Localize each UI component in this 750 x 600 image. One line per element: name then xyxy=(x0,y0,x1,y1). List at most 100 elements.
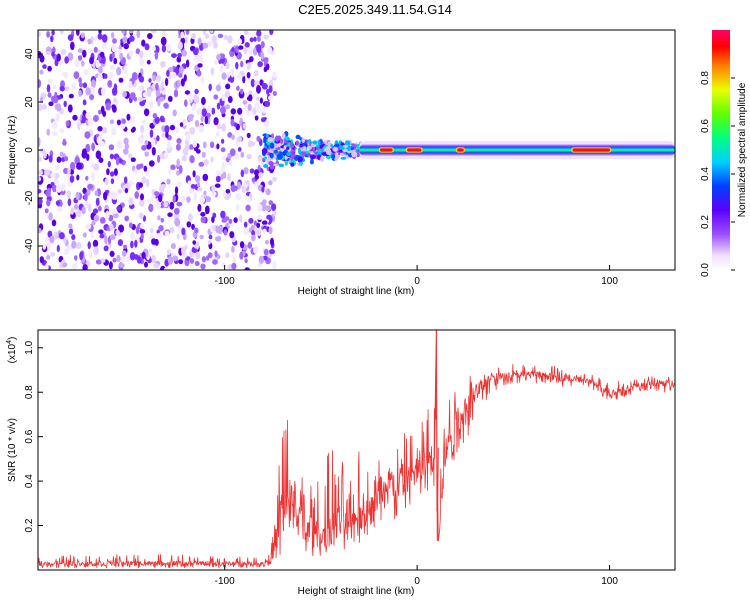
noise-blob xyxy=(237,181,241,190)
noise-blob xyxy=(129,116,135,124)
noise-blob xyxy=(55,184,62,193)
onset-blob xyxy=(286,146,290,150)
noise-blob xyxy=(204,116,209,125)
noise-blob xyxy=(121,250,127,257)
noise-blob xyxy=(67,198,72,207)
noise-blob xyxy=(141,251,146,260)
noise-blob xyxy=(257,203,263,213)
noise-blob xyxy=(59,232,65,240)
noise-blob xyxy=(254,174,260,180)
noise-blob xyxy=(198,124,204,133)
noise-blob xyxy=(244,258,248,264)
onset-blob xyxy=(284,149,288,153)
y-tick-label: 0.6 xyxy=(24,429,35,443)
noise-blob xyxy=(63,100,67,108)
noise-blob xyxy=(170,164,176,170)
noise-blob xyxy=(244,42,250,48)
noise-blob xyxy=(48,154,53,163)
noise-blob xyxy=(200,212,206,217)
noise-blob xyxy=(140,124,145,134)
noise-blob xyxy=(172,109,177,117)
noise-blob xyxy=(239,241,245,249)
noise-blob xyxy=(150,227,154,234)
noise-blob xyxy=(51,51,55,57)
noise-blob xyxy=(231,134,235,140)
noise-blob xyxy=(181,246,186,256)
noise-blob xyxy=(152,74,156,82)
noise-blob xyxy=(243,46,248,55)
noise-blob xyxy=(46,128,50,136)
noise-blob xyxy=(216,143,220,150)
noise-blob xyxy=(85,87,91,96)
noise-blob xyxy=(50,35,54,43)
noise-blob xyxy=(135,226,140,235)
noise-blob xyxy=(194,260,200,267)
noise-blob xyxy=(118,263,125,268)
noise-blob xyxy=(212,259,218,265)
noise-blob xyxy=(85,143,91,153)
noise-blob xyxy=(246,46,253,55)
noise-blob xyxy=(130,240,134,249)
onset-blob xyxy=(264,156,268,160)
x-tick-label: -100 xyxy=(215,576,235,587)
noise-blob xyxy=(152,113,158,119)
noise-blob xyxy=(110,178,115,185)
onset-blob xyxy=(294,155,299,161)
noise-blob xyxy=(113,213,119,219)
noise-blob xyxy=(129,252,136,261)
onset-blob xyxy=(265,133,269,139)
noise-blob xyxy=(221,72,227,80)
figure-title: C2E5.2025.349.11.54.G14 xyxy=(298,2,452,17)
noise-blob xyxy=(90,162,95,168)
noise-blob xyxy=(260,51,265,60)
noise-blob xyxy=(191,248,198,253)
onset-blob xyxy=(295,134,301,140)
noise-blob xyxy=(160,60,166,68)
onset-blob xyxy=(340,156,347,160)
noise-blob xyxy=(189,92,193,101)
noise-blob xyxy=(109,250,115,257)
noise-blob xyxy=(101,34,108,43)
noise-blob xyxy=(259,79,264,86)
noise-blob xyxy=(113,57,118,65)
noise-blob xyxy=(52,96,59,104)
noise-blob xyxy=(111,44,118,53)
noise-blob xyxy=(248,94,253,102)
noise-blob xyxy=(262,106,266,114)
noise-blob xyxy=(169,124,176,131)
noise-blob xyxy=(77,48,84,53)
noise-blob xyxy=(254,169,259,176)
noise-blob xyxy=(153,263,160,269)
noise-blob xyxy=(230,108,236,115)
noise-blob xyxy=(170,243,176,250)
colorbar: 0.0 0.2 0.4 0.6 0.8 Normalized spectral ampl… xyxy=(700,30,748,277)
noise-blob xyxy=(246,62,251,70)
noise-blob xyxy=(245,204,251,212)
noise-blob xyxy=(172,195,176,203)
noise-blob xyxy=(143,165,148,172)
noise-blob xyxy=(217,225,223,234)
carrier-band xyxy=(359,144,675,156)
noise-blob xyxy=(119,52,123,60)
onset-blob xyxy=(284,160,288,166)
colorbar-label: Normalized spectral amplitude xyxy=(737,82,748,217)
noise-blob xyxy=(208,83,212,92)
snr-x-label: Height of straight line (km) xyxy=(298,586,415,597)
noise-blob xyxy=(111,32,115,39)
noise-blob xyxy=(186,196,191,203)
noise-blob xyxy=(172,72,177,79)
snr-frame xyxy=(37,329,676,571)
noise-blob xyxy=(76,174,80,181)
noise-blob xyxy=(147,33,153,40)
onset-blob xyxy=(267,136,274,143)
noise-blob xyxy=(55,200,61,206)
noise-blob xyxy=(196,181,201,187)
noise-blob xyxy=(192,140,197,148)
noise-blob xyxy=(257,61,263,68)
noise-blob xyxy=(223,34,228,41)
noise-blob xyxy=(234,185,238,191)
noise-blob xyxy=(68,228,74,235)
noise-blob xyxy=(99,217,106,224)
noise-blob xyxy=(39,54,45,63)
noise-blob xyxy=(272,71,277,79)
